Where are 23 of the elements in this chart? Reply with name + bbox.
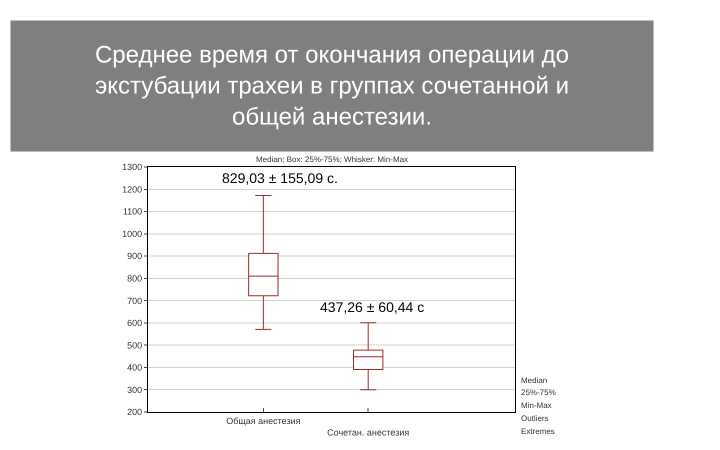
chart-subtitle: Median; Box: 25%-75%; Whisker: Min-Max <box>256 155 408 164</box>
y-tick-label: 300 <box>127 384 142 395</box>
text: Outliers <box>521 414 549 423</box>
chart-title: Среднее время от окончания операции до экстубации трахеи в группах сочетанной и общей анестезии. <box>94 41 570 131</box>
y-tick-label: 1000 <box>122 228 142 239</box>
y-tick-label: 700 <box>127 296 142 306</box>
y-tick-label: 800 <box>127 274 142 284</box>
text: 25%-75% <box>521 388 556 397</box>
y-tick-label: 1200 <box>122 184 142 194</box>
x-tick-label: Сочетан. анестезия <box>327 428 410 438</box>
y-tick-label: 600 <box>127 318 142 328</box>
y-tick-label: 1100 <box>122 206 142 217</box>
y-tick-label: 1300 <box>122 162 142 172</box>
y-tick-label: 400 <box>127 362 142 373</box>
annotation: 437,26 ± 60,44 с <box>320 299 424 315</box>
text: Extremes <box>521 427 555 436</box>
y-tick-label: 200 <box>127 407 142 418</box>
x-tick-label: Общая анестезия <box>226 416 301 426</box>
text: Median <box>521 376 548 385</box>
y-tick-label: 500 <box>127 340 142 350</box>
y-tick-label: 900 <box>127 251 142 262</box>
annotation: 829,03 ± 155,09 с. <box>222 170 338 186</box>
text: Min-Max <box>521 401 552 410</box>
